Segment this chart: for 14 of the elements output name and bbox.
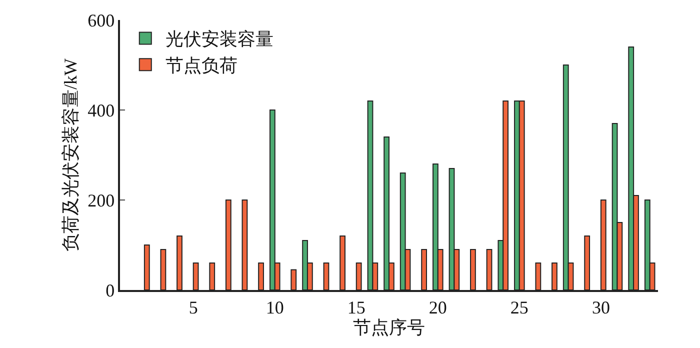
x-tick-label: 30 bbox=[592, 297, 610, 318]
y-tick-label: 0 bbox=[106, 280, 115, 300]
y-tick-label: 600 bbox=[88, 10, 115, 30]
y-axis-title: 负荷及光伏安装容量/kW bbox=[60, 58, 80, 252]
x-tick-label: 5 bbox=[188, 297, 198, 318]
x-tick-label: 25 bbox=[510, 297, 528, 318]
x-tick-label: 20 bbox=[428, 297, 447, 318]
legend-label: 光伏安装容量 bbox=[165, 29, 274, 50]
y-tick-label: 200 bbox=[88, 190, 115, 210]
legend-label: 节点负荷 bbox=[165, 56, 238, 76]
x-axis-title: 节点序号 bbox=[353, 317, 425, 338]
x-tick-label: 15 bbox=[347, 297, 366, 318]
y-tick-label: 400 bbox=[88, 100, 115, 120]
x-tick-label: 10 bbox=[266, 297, 284, 318]
